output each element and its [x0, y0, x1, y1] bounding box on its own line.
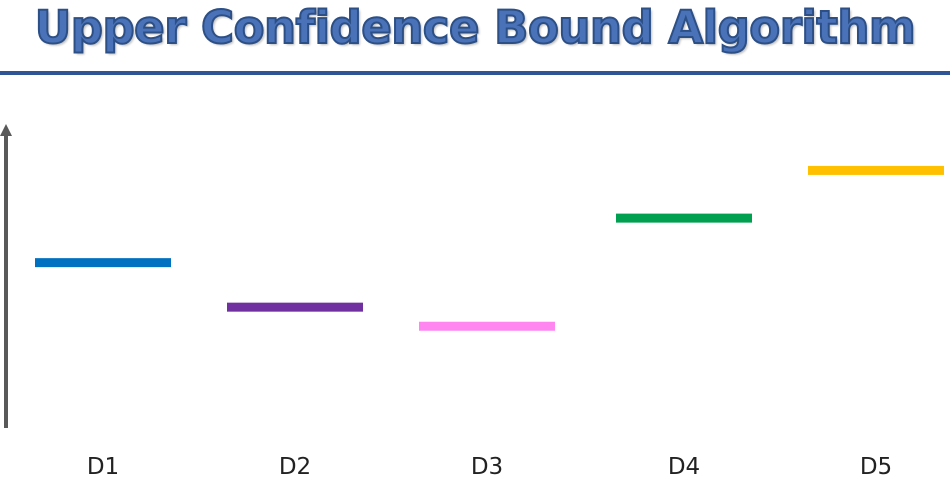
category-label-d4: D4 — [668, 454, 700, 479]
distribution-level-d3 — [419, 321, 555, 331]
distribution-level-d2 — [227, 302, 363, 312]
category-label-d5: D5 — [860, 454, 892, 479]
distribution-level-d4 — [616, 213, 752, 223]
y-axis-arrowhead — [0, 124, 12, 136]
category-label-d1: D1 — [87, 454, 119, 479]
category-label-d2: D2 — [279, 454, 311, 479]
distribution-level-d5 — [808, 165, 944, 175]
distribution-level-d1 — [35, 258, 171, 268]
category-label-d3: D3 — [471, 454, 503, 479]
page-title: Upper Confidence Bound Algorithm — [34, 1, 917, 55]
title-underline — [0, 71, 950, 75]
